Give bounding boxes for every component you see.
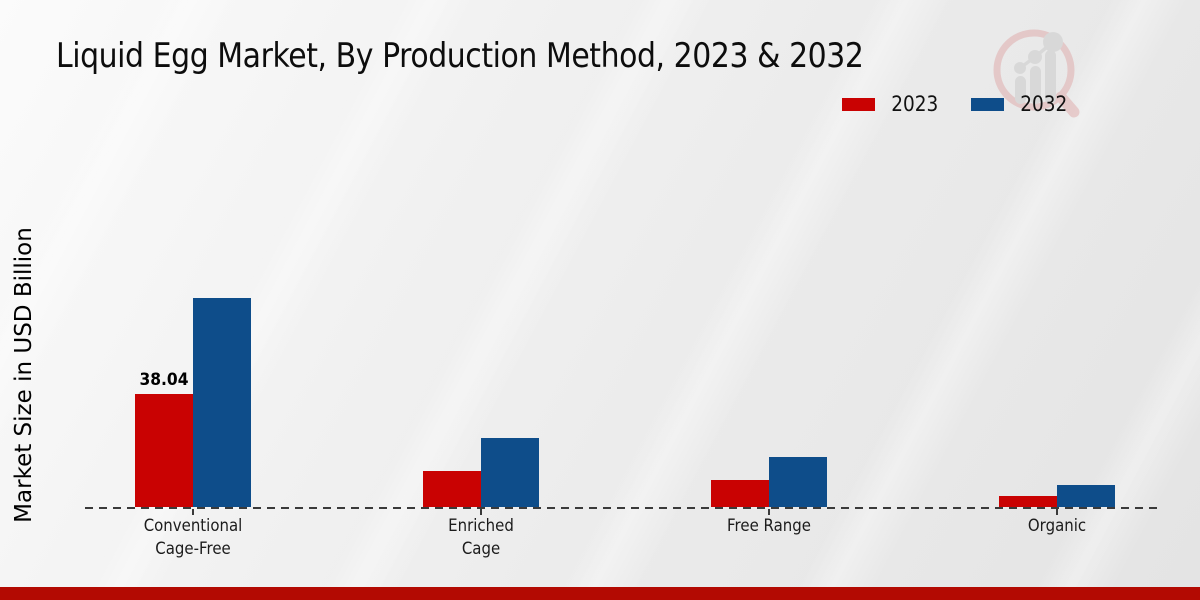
footer-accent-bar [0, 587, 1200, 600]
chart-title: Liquid Egg Market, By Production Method,… [56, 36, 864, 76]
category-label-free-range: Free Range [727, 516, 812, 536]
legend: 2023 2032 [842, 92, 1071, 116]
bar-2023-organic [999, 496, 1058, 507]
category-label-organic: Organic [1028, 516, 1087, 536]
magnifier-growth-chart-logo-icon [978, 20, 1090, 126]
category-tick [191, 509, 194, 515]
bar-2023-conventional-cage-free [134, 394, 193, 507]
bar-2032-organic [1057, 485, 1116, 507]
legend-swatch-2023 [842, 97, 875, 111]
category-label-enriched-cage: Enriched Cage [447, 516, 514, 559]
category-tick [768, 509, 771, 515]
bar-2032-conventional-cage-free [192, 298, 251, 507]
legend-item-2023: 2023 [842, 92, 941, 116]
bar-value-label: 38.04 [138, 370, 189, 389]
bar-2032-free-range [769, 457, 828, 507]
bar-2023-free-range [711, 480, 770, 507]
category-tick [1056, 509, 1059, 515]
legend-label: 2032 [1020, 92, 1068, 116]
bar-2023-enriched-cage [422, 471, 481, 507]
legend-label: 2023 [891, 92, 939, 116]
legend-swatch-2032 [971, 97, 1005, 111]
bar-2032-enriched-cage [480, 438, 539, 507]
category-label-conventional-cage-free: Conventional Cage-Free [143, 516, 242, 559]
category-tick [479, 509, 482, 515]
x-axis-line [85, 507, 1163, 509]
legend-item-2032: 2032 [971, 92, 1070, 116]
